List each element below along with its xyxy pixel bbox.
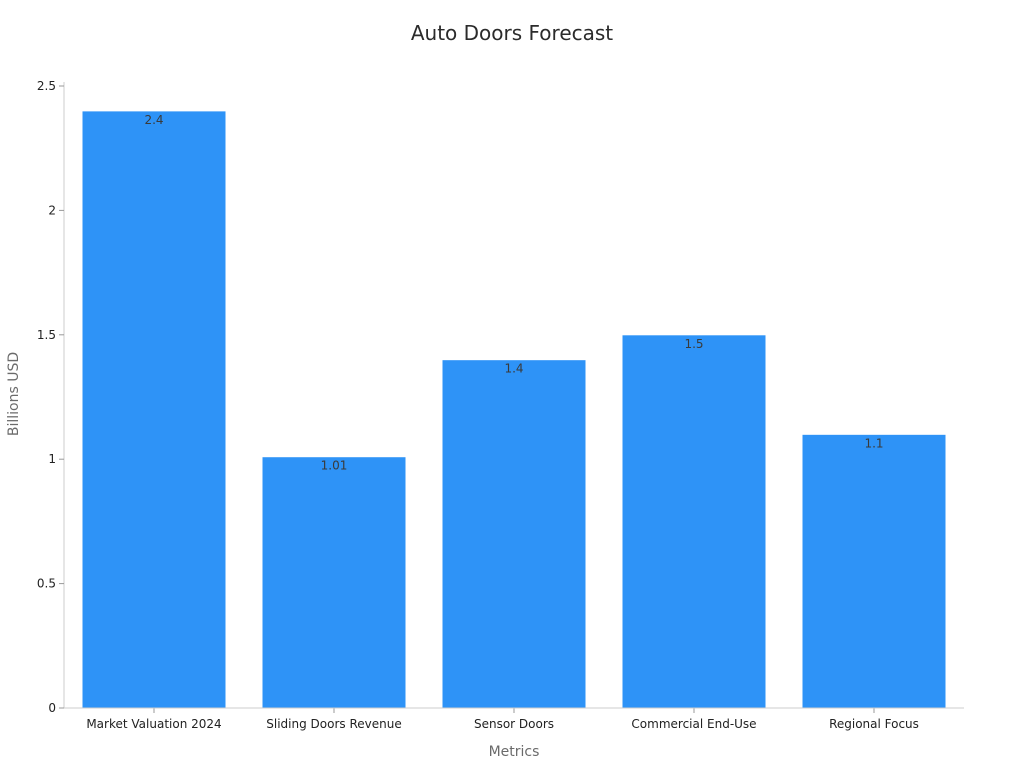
bar-3 xyxy=(621,334,767,709)
x-tick-label-0: Market Valuation 2024 xyxy=(86,717,221,731)
bar-0 xyxy=(81,110,227,709)
x-axis-title: Metrics xyxy=(489,744,540,760)
data-label-4: 1.1 xyxy=(864,436,883,450)
y-tick-label-1: 0.5 xyxy=(37,577,56,591)
y-tick-label-4: 2 xyxy=(48,203,56,217)
y-axis-title: Billions USD xyxy=(6,352,22,436)
y-tick-label-3: 1.5 xyxy=(37,328,56,342)
x-tick-label-4: Regional Focus xyxy=(829,717,919,731)
data-label-3: 1.5 xyxy=(684,337,703,351)
data-label-2: 1.4 xyxy=(504,362,523,376)
chart-title: Auto Doors Forecast xyxy=(411,21,613,45)
bars-group xyxy=(81,110,947,709)
axes-group: Market Valuation 2024 Sliding Doors Reven… xyxy=(37,79,964,731)
y-tick-label-5: 2.5 xyxy=(37,79,56,93)
y-tick-label-2: 1 xyxy=(48,452,56,466)
data-label-1: 1.01 xyxy=(321,459,348,473)
bar-4 xyxy=(801,433,947,709)
y-tick-label-0: 0 xyxy=(48,701,56,715)
data-labels-group: 2.4 1.01 1.4 1.5 1.1 xyxy=(144,113,883,473)
x-tick-label-2: Sensor Doors xyxy=(474,717,554,731)
bar-2 xyxy=(441,359,587,709)
bar-1 xyxy=(261,456,407,709)
x-tick-label-1: Sliding Doors Revenue xyxy=(266,717,401,731)
x-tick-label-3: Commercial End-Use xyxy=(631,717,756,731)
data-label-0: 2.4 xyxy=(144,113,163,127)
